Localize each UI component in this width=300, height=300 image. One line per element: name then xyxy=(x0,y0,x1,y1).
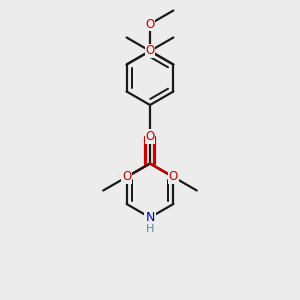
Text: H: H xyxy=(146,224,154,235)
Text: N: N xyxy=(145,211,155,224)
Text: O: O xyxy=(146,130,154,143)
Text: O: O xyxy=(146,17,154,31)
Text: O: O xyxy=(146,44,154,58)
Text: O: O xyxy=(146,44,154,58)
Text: O: O xyxy=(122,170,131,184)
Text: O: O xyxy=(169,170,178,184)
Text: O: O xyxy=(146,130,154,143)
